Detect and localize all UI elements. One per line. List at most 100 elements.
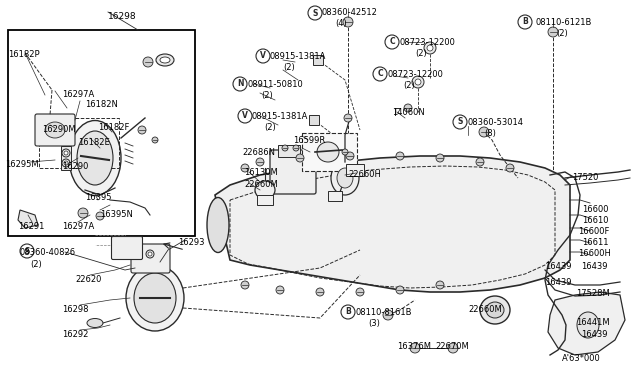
Circle shape [476, 158, 484, 166]
Polygon shape [215, 156, 570, 292]
Text: 17520: 17520 [572, 173, 598, 182]
Text: 16291: 16291 [18, 222, 44, 231]
Circle shape [78, 208, 88, 218]
Text: 16439: 16439 [581, 262, 607, 271]
Text: 16297A: 16297A [62, 90, 94, 99]
Bar [328, 191, 342, 201]
Circle shape [346, 152, 354, 160]
Circle shape [64, 151, 68, 155]
Text: 16182E: 16182E [78, 138, 109, 147]
Circle shape [404, 104, 412, 112]
Text: 08110-6121B: 08110-6121B [536, 18, 593, 27]
Circle shape [233, 77, 247, 91]
Circle shape [256, 158, 264, 166]
Ellipse shape [207, 198, 229, 253]
Circle shape [436, 281, 444, 289]
Circle shape [383, 310, 393, 320]
Ellipse shape [317, 142, 339, 162]
Ellipse shape [255, 181, 275, 199]
Circle shape [436, 154, 444, 162]
Text: (3): (3) [368, 319, 380, 328]
Circle shape [373, 67, 387, 81]
Text: 16611: 16611 [582, 238, 609, 247]
Bar [309, 115, 319, 125]
Ellipse shape [160, 57, 170, 63]
Text: 16293: 16293 [178, 238, 205, 247]
Text: (2): (2) [261, 91, 273, 100]
Circle shape [396, 152, 404, 160]
Text: (8): (8) [484, 129, 496, 138]
Ellipse shape [337, 168, 353, 188]
Text: 17528M: 17528M [576, 289, 610, 298]
Text: 16610: 16610 [582, 216, 609, 225]
Text: 16600H: 16600H [578, 249, 611, 258]
Circle shape [342, 149, 348, 155]
Ellipse shape [331, 161, 359, 195]
Circle shape [282, 145, 288, 151]
Ellipse shape [69, 121, 121, 196]
Circle shape [96, 212, 104, 220]
Text: 16600: 16600 [582, 205, 609, 214]
Circle shape [356, 288, 364, 296]
Text: 08360-53014: 08360-53014 [468, 118, 524, 127]
Circle shape [238, 109, 252, 123]
Ellipse shape [486, 302, 504, 318]
Circle shape [343, 17, 353, 27]
Text: 16290: 16290 [62, 162, 88, 171]
Circle shape [344, 114, 352, 122]
FancyBboxPatch shape [35, 114, 75, 146]
Circle shape [293, 145, 299, 151]
Text: (2): (2) [556, 29, 568, 38]
Text: A'63*000: A'63*000 [562, 354, 601, 363]
Text: 16290M: 16290M [42, 125, 76, 134]
Text: 16441M: 16441M [576, 318, 610, 327]
Circle shape [410, 343, 420, 353]
Ellipse shape [134, 273, 176, 323]
Circle shape [256, 49, 270, 63]
Text: 16439: 16439 [545, 262, 572, 271]
Text: 08911-50810: 08911-50810 [248, 80, 304, 89]
Text: 16182F: 16182F [98, 123, 129, 132]
Circle shape [448, 343, 458, 353]
Circle shape [506, 164, 514, 172]
Text: S: S [312, 9, 317, 17]
Text: 08110-8161B: 08110-8161B [356, 308, 413, 317]
Circle shape [148, 252, 152, 256]
Text: 08915-1381A: 08915-1381A [252, 112, 308, 121]
Bar [8, 30, 195, 236]
Circle shape [479, 127, 489, 137]
Text: B: B [522, 17, 528, 26]
Text: 08360-42512: 08360-42512 [322, 8, 378, 17]
Text: (2): (2) [264, 123, 276, 132]
Circle shape [316, 288, 324, 296]
Text: V: V [242, 112, 248, 121]
Text: C: C [377, 70, 383, 78]
Text: 16298: 16298 [108, 12, 136, 21]
Text: 08723-12200: 08723-12200 [388, 70, 444, 79]
Text: 08360-40826: 08360-40826 [20, 248, 76, 257]
Text: 22670M: 22670M [435, 342, 468, 351]
Text: S: S [458, 118, 463, 126]
Text: (2): (2) [30, 260, 42, 269]
FancyBboxPatch shape [302, 133, 357, 171]
Ellipse shape [156, 54, 174, 66]
Polygon shape [18, 210, 38, 228]
Text: (2): (2) [403, 81, 415, 90]
Text: V: V [260, 51, 266, 61]
Text: (4): (4) [335, 19, 347, 28]
Text: 16439: 16439 [545, 278, 572, 287]
Bar [61, 146, 71, 170]
Circle shape [453, 115, 467, 129]
Circle shape [412, 76, 424, 88]
Circle shape [296, 154, 304, 162]
Text: 22620: 22620 [75, 275, 101, 284]
Circle shape [20, 244, 34, 258]
Text: 22660M: 22660M [468, 305, 502, 314]
Text: 16298: 16298 [62, 305, 88, 314]
Circle shape [518, 15, 532, 29]
Text: 16292: 16292 [62, 330, 88, 339]
Ellipse shape [87, 318, 103, 327]
Text: 08915-1381A: 08915-1381A [270, 52, 326, 61]
Bar [257, 195, 273, 205]
Text: (2): (2) [283, 63, 295, 72]
